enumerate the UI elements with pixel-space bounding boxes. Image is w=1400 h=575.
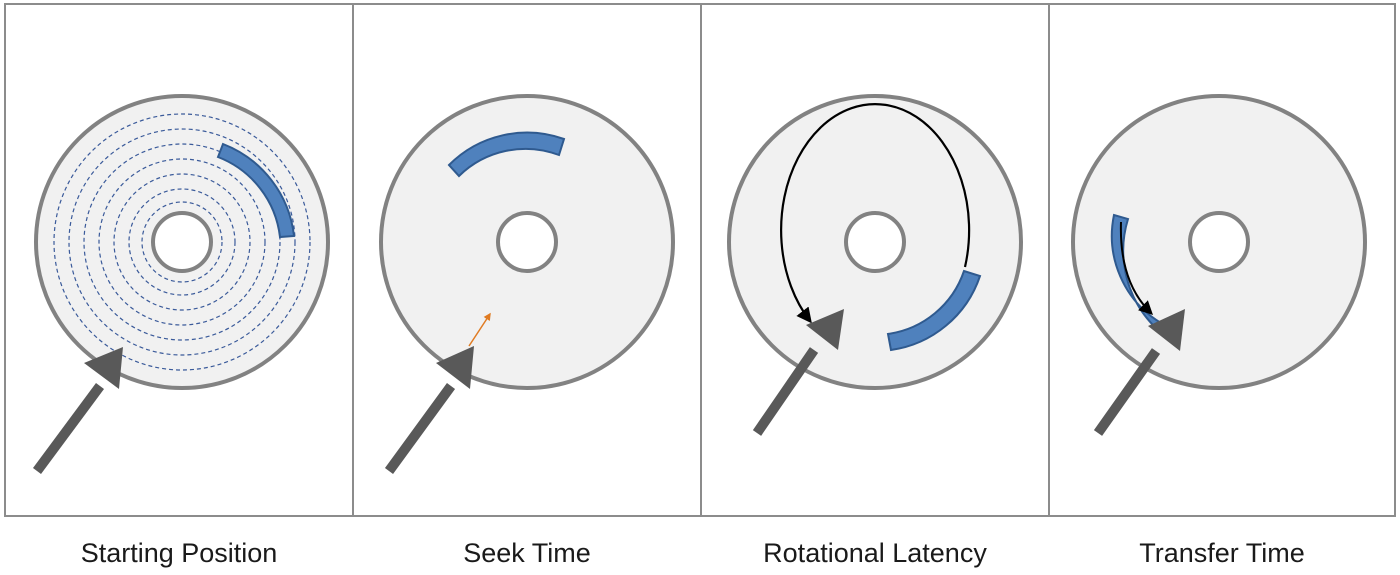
rotation-arrow: [780, 103, 971, 324]
data-sector: [447, 131, 566, 178]
spindle-hole: [496, 211, 558, 273]
track-ring: [83, 143, 281, 341]
transfer-arrow: [1119, 221, 1154, 315]
spindle-hole: [1188, 211, 1250, 273]
track-ring: [113, 173, 251, 311]
panel-rotational-latency: [727, 94, 1023, 436]
panel-starting-position: [32, 94, 330, 474]
data-sector: [886, 269, 982, 352]
caption-starting-position: Starting Position: [80, 538, 278, 568]
read-write-arm: [384, 346, 474, 474]
panel-seek-time: [379, 94, 675, 474]
caption-seek-time: Seek Time: [463, 538, 591, 568]
track-ring: [53, 113, 311, 371]
caption-transfer-time: Transfer Time: [1139, 538, 1305, 568]
read-write-arm: [752, 309, 844, 436]
data-sector: [216, 142, 296, 239]
spindle-hole: [844, 211, 906, 273]
read-write-arm: [32, 347, 123, 474]
caption-rotational-latency: Rotational Latency: [763, 538, 987, 568]
read-write-arm: [1093, 309, 1185, 436]
seek-arrow: [468, 312, 491, 347]
spindle-hole: [151, 211, 213, 273]
track-ring: [98, 158, 266, 326]
track-ring: [68, 128, 296, 356]
track-ring: [141, 201, 223, 283]
track-ring: [128, 188, 236, 296]
panel-transfer-time: [1071, 94, 1367, 436]
track-rings: [53, 113, 311, 371]
